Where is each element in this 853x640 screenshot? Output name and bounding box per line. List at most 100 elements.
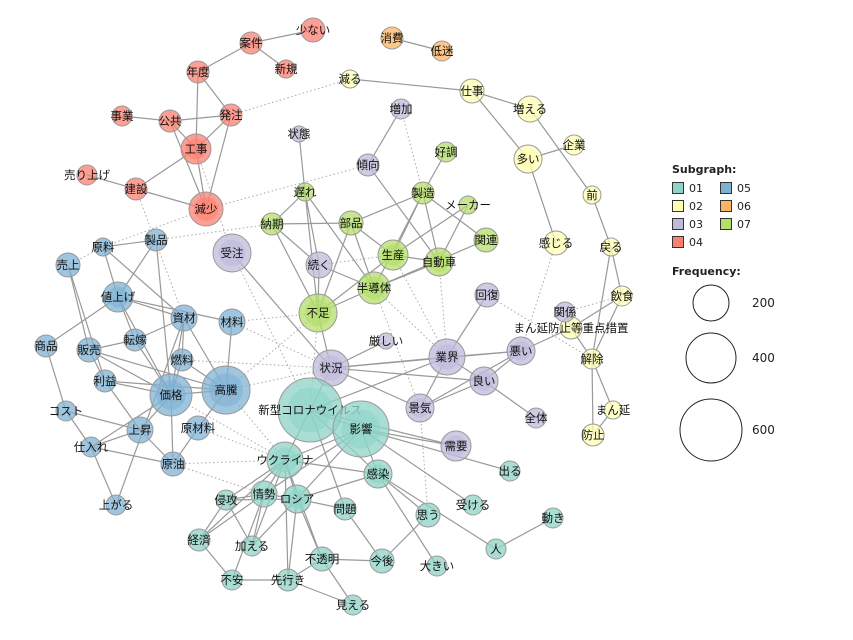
node-label: 悪い <box>510 344 533 358</box>
node-label: 受注 <box>221 246 244 260</box>
legend-swatch <box>672 218 684 230</box>
node-好調: 好調 <box>435 141 458 163</box>
node-加える: 加える <box>235 535 269 557</box>
node-生産: 生産 <box>377 239 409 271</box>
node-circle <box>415 502 441 528</box>
edge <box>471 90 529 160</box>
node-label: 出る <box>499 464 522 478</box>
node-label: 今後 <box>371 554 394 568</box>
node-label: 先行き <box>271 573 306 587</box>
node-label: 年度 <box>187 65 210 79</box>
legend-item-07: 07 <box>720 216 768 232</box>
node-circle <box>276 568 300 592</box>
node-core <box>318 355 344 381</box>
node-材料: 材料 <box>218 308 246 336</box>
node-関係: 関係 <box>554 301 577 323</box>
node-業界: 業界 <box>428 338 466 376</box>
node-core <box>429 252 449 272</box>
node-core <box>209 373 243 407</box>
node-circle <box>582 185 602 205</box>
node-続く: 続く <box>305 251 333 279</box>
edge-dotted <box>486 294 593 360</box>
node-上昇: 上昇 <box>126 416 154 444</box>
node-circle <box>221 569 243 591</box>
node-circle <box>219 103 243 127</box>
edge-dotted <box>230 78 351 116</box>
node-転嫁: 転嫁 <box>123 328 147 352</box>
edge-dotted <box>373 287 448 358</box>
node-circle <box>144 228 168 252</box>
node-半導体: 半導体 <box>357 271 392 305</box>
subgraph-legend-title: Subgraph: <box>672 163 737 176</box>
node-circle <box>241 535 263 557</box>
node-circle <box>76 337 102 363</box>
node-影響: 影響 <box>332 400 390 458</box>
node-label: ロシア <box>280 492 315 506</box>
edge-dotted <box>181 359 332 369</box>
node-状況: 状況 <box>312 349 350 387</box>
node-価格: 価格 <box>149 373 193 417</box>
node-circle <box>111 105 133 127</box>
node-label: 人 <box>490 542 502 556</box>
node-label: 利益 <box>94 374 117 388</box>
node-label: 受ける <box>456 498 491 512</box>
node-circle <box>601 237 621 257</box>
edge <box>298 133 306 193</box>
node-燃料: 燃料 <box>170 348 194 372</box>
node-label: 販売 <box>78 343 101 357</box>
node-値上げ: 値上げ <box>101 281 136 313</box>
node-circle <box>34 334 58 358</box>
legend-label: 04 <box>689 235 703 249</box>
node-circle <box>603 400 623 420</box>
node-ロシア: ロシア <box>280 484 315 514</box>
node-circle <box>581 423 605 447</box>
node-circle <box>499 460 521 482</box>
node-core <box>368 464 388 484</box>
node-label: 状況 <box>320 361 343 375</box>
node-label: 経済 <box>188 533 211 547</box>
node-circle <box>380 26 404 50</box>
node-circle <box>356 153 380 177</box>
node-circle <box>435 141 457 163</box>
edge <box>155 239 172 396</box>
node-解除: 解除 <box>581 348 604 370</box>
edge <box>350 192 424 224</box>
node-circle <box>411 181 435 205</box>
node-関連: 関連 <box>473 227 499 253</box>
legend-label: 05 <box>737 181 751 195</box>
node-納期: 納期 <box>260 212 284 236</box>
edge <box>527 158 557 244</box>
edge <box>284 459 289 581</box>
node-circle <box>260 212 284 236</box>
node-label: コスト <box>49 404 84 418</box>
node-label: 半導体 <box>357 281 392 295</box>
edge-dotted <box>170 394 286 461</box>
node-経済: 経済 <box>187 528 211 552</box>
node-circle <box>218 308 246 336</box>
node-低迷: 低迷 <box>431 40 454 62</box>
node-label: 減少 <box>195 202 218 216</box>
node-label: 問題 <box>334 502 357 516</box>
node-label: 新規 <box>275 62 298 76</box>
edge <box>529 108 593 196</box>
node-circle <box>525 407 547 429</box>
node-仕事: 仕事 <box>459 78 485 104</box>
node-circle <box>305 251 333 279</box>
node-商品: 商品 <box>34 334 58 358</box>
node-core <box>185 138 207 160</box>
node-情勢: 情勢 <box>250 480 278 508</box>
node-label: 良い <box>473 374 496 388</box>
node-label: 事業 <box>111 109 134 123</box>
node-circle <box>76 164 98 186</box>
node-先行き: 先行き <box>271 568 306 592</box>
node-core <box>341 409 381 449</box>
edge-dotted <box>172 459 286 465</box>
edge <box>373 192 424 289</box>
node-label: 業界 <box>436 350 459 364</box>
node-まん延: まん延 <box>596 400 631 420</box>
edge <box>367 164 440 263</box>
frequency-label-400: 400 <box>752 351 775 365</box>
node-label: 景気 <box>409 401 432 415</box>
node-傾向: 傾向 <box>356 153 380 177</box>
